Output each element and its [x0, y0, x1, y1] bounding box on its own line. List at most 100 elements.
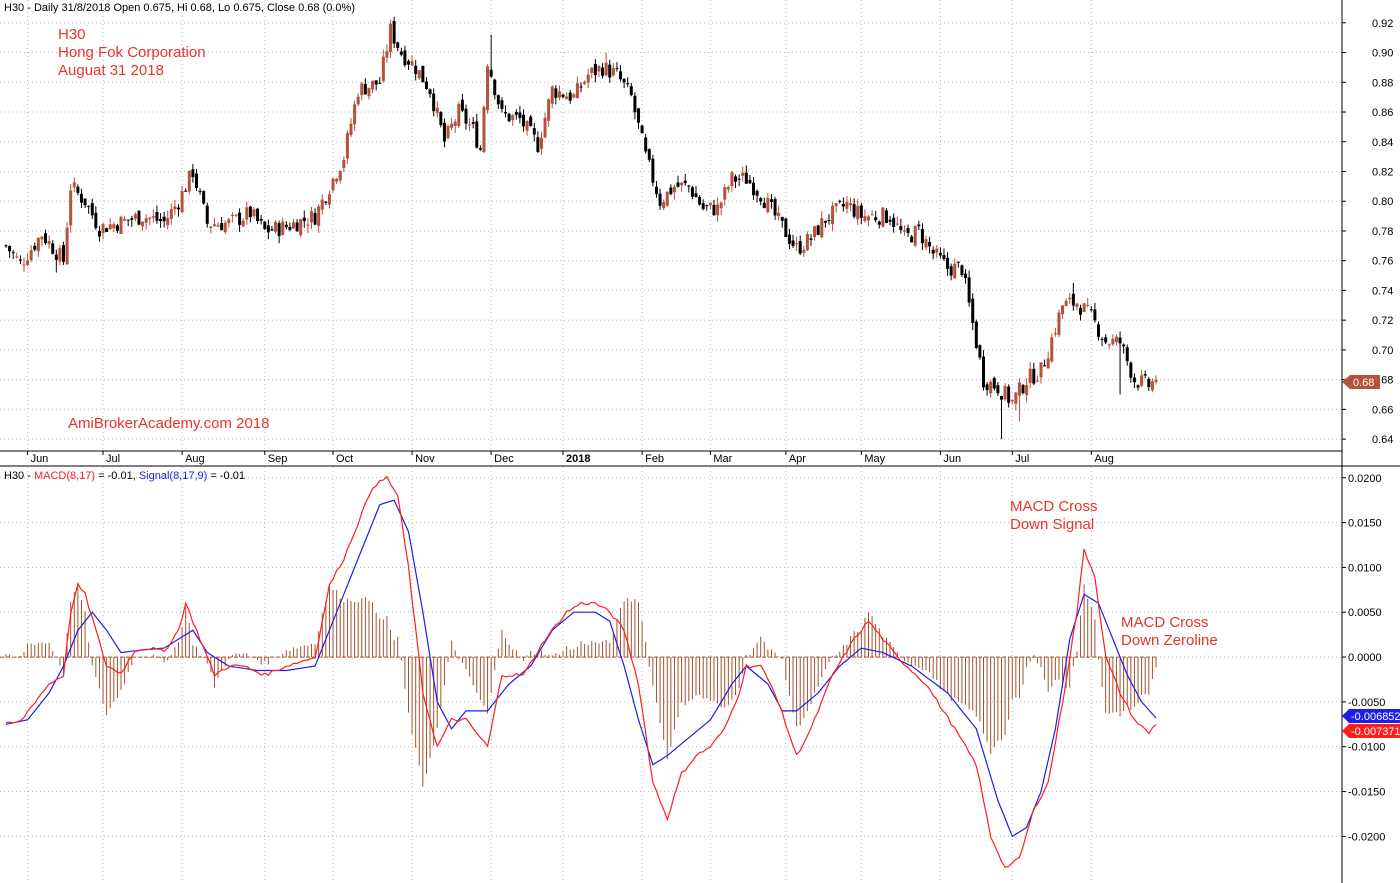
candle: [468, 118, 472, 132]
candle: [263, 221, 267, 231]
candle: [1061, 305, 1065, 320]
candle: [953, 258, 957, 279]
candle: [1057, 309, 1061, 338]
macd-tick-label: 0.0100: [1348, 562, 1382, 574]
candle: [105, 227, 109, 233]
candle-body: [938, 252, 942, 256]
candle-body: [396, 42, 400, 48]
candle-body: [597, 66, 601, 72]
candle-body: [827, 219, 831, 221]
candle-body: [999, 395, 1003, 400]
candle-body: [608, 64, 612, 78]
candle-body: [212, 224, 216, 227]
candle-body: [306, 224, 310, 226]
candle: [716, 197, 720, 222]
candle-body: [360, 83, 364, 96]
symbol-annotation: H30: [58, 26, 86, 43]
candle-body: [371, 80, 375, 90]
candle: [719, 201, 723, 216]
candle: [867, 215, 870, 227]
candle-body: [575, 83, 579, 99]
candle: [1010, 399, 1014, 404]
candle: [62, 241, 65, 266]
candle-body: [1003, 385, 1007, 400]
candle: [205, 202, 209, 228]
candle-body: [924, 239, 928, 248]
candle: [1100, 336, 1104, 347]
candle-body: [967, 277, 971, 303]
signal-last-flag: [1342, 709, 1400, 723]
candle-body: [259, 218, 263, 221]
candle-body: [72, 182, 76, 188]
candle: [500, 97, 504, 113]
candle: [442, 118, 446, 148]
candle-body: [802, 249, 806, 253]
candle-body: [76, 186, 80, 193]
candle: [575, 77, 579, 99]
time-tick-label: Dec: [494, 453, 514, 465]
candle: [1075, 302, 1079, 311]
candle-body: [777, 212, 781, 217]
candle: [83, 198, 87, 209]
candle-body: [47, 241, 51, 244]
candle-body: [550, 86, 554, 104]
candle-body: [256, 208, 260, 222]
candle-body: [349, 123, 353, 136]
candle: [917, 220, 921, 231]
candle: [389, 19, 393, 58]
candle: [590, 66, 594, 79]
candle: [651, 154, 655, 187]
candle: [518, 105, 522, 124]
candle: [773, 197, 777, 220]
candle: [471, 116, 475, 129]
candle: [892, 213, 896, 233]
candle-body: [583, 81, 587, 84]
macd-last-flag: [1342, 724, 1400, 738]
candle-body: [874, 217, 878, 221]
candle-body: [439, 112, 443, 126]
candle: [791, 234, 795, 248]
time-tick-label: Aug: [185, 453, 205, 465]
candle: [381, 49, 385, 83]
candle: [999, 395, 1003, 440]
candle: [1007, 384, 1011, 408]
candle: [363, 78, 367, 95]
candle-body: [137, 210, 141, 225]
candle: [1082, 302, 1086, 313]
candle-body: [773, 198, 777, 216]
candle-body: [378, 82, 382, 84]
candle-body: [223, 222, 227, 233]
candle-body: [97, 231, 101, 237]
candle: [902, 225, 906, 236]
candle-body: [985, 384, 989, 391]
candle: [572, 92, 576, 99]
candle: [949, 263, 953, 281]
candle: [144, 214, 148, 230]
candle: [299, 218, 303, 238]
candle-body: [949, 266, 953, 276]
candle-body: [579, 86, 583, 88]
candle: [514, 109, 518, 120]
candle: [762, 197, 766, 209]
candle-body: [403, 50, 407, 66]
candle-body: [144, 218, 148, 223]
time-tick-label: Feb: [645, 453, 664, 465]
candle: [752, 176, 755, 200]
candle: [270, 225, 274, 232]
candle-body: [701, 203, 705, 210]
candle-body: [40, 236, 44, 240]
candle: [1003, 383, 1007, 401]
candle: [79, 188, 83, 209]
candle-body: [698, 196, 702, 205]
candle-body: [363, 83, 367, 95]
candle-body: [65, 227, 69, 265]
candle: [586, 68, 590, 89]
candle-body: [245, 207, 249, 220]
date-annotation: Auguat 31 2018: [58, 62, 164, 79]
macd-tick-label: -0.0100: [1348, 742, 1385, 754]
candle: [712, 199, 716, 216]
candle-body: [338, 170, 342, 181]
price-tick-label: 0.92: [1372, 18, 1393, 30]
candle: [252, 206, 256, 219]
candle-body: [385, 51, 389, 58]
